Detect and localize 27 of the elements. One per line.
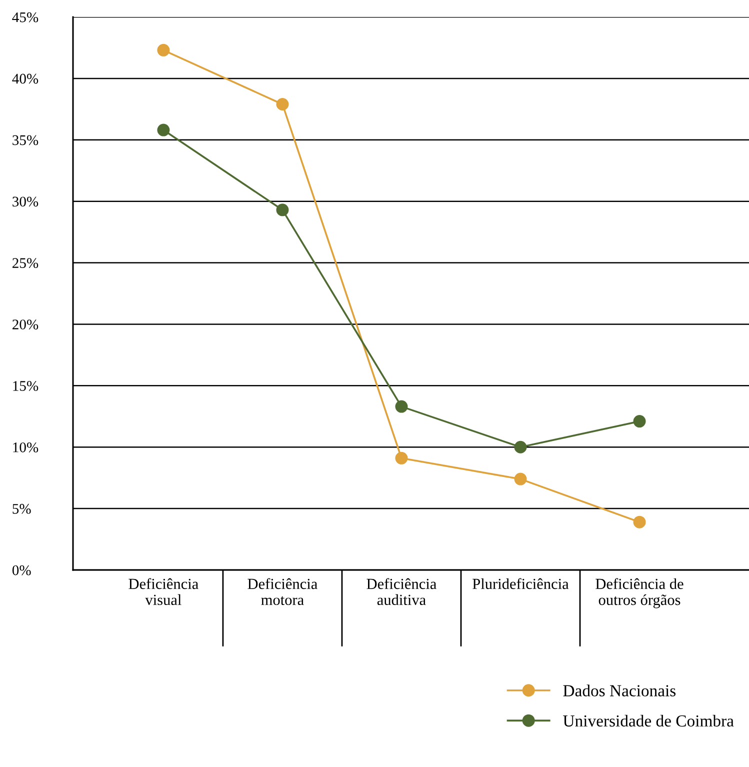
x-tick-label: Deficiência visual xyxy=(128,578,198,606)
point xyxy=(514,440,527,454)
y-tick-label: 15% xyxy=(13,381,38,391)
y-tick-label: 30% xyxy=(12,196,38,207)
y-tick-label: 45% xyxy=(12,12,38,22)
point xyxy=(514,472,527,486)
x-tick-label: Deficiência auditiva xyxy=(366,578,436,606)
y-tick-label: 25% xyxy=(12,258,38,268)
point xyxy=(395,400,408,413)
y-tick-label: 40% xyxy=(12,74,38,84)
y-tick-label: 0% xyxy=(12,565,31,576)
point xyxy=(633,516,646,528)
point xyxy=(276,98,289,110)
y-tick-label: 20% xyxy=(12,320,38,330)
point xyxy=(157,44,170,56)
y-tick-label: 5% xyxy=(12,504,31,514)
point xyxy=(276,204,289,216)
y-tick-label: 35% xyxy=(12,135,38,146)
y-tick-label: 10% xyxy=(13,442,38,452)
x-tick-label: Deficiência motora xyxy=(248,578,318,606)
point xyxy=(633,415,646,428)
legend-label: Dados Nacionais xyxy=(563,684,676,696)
point xyxy=(157,124,170,136)
x-tick-label: Deficiência de outros órgãos xyxy=(596,578,684,608)
legend-label: Universidade de Coimbra xyxy=(563,714,734,727)
x-tick-label: Plurideficiência xyxy=(472,578,569,590)
point xyxy=(395,452,408,464)
